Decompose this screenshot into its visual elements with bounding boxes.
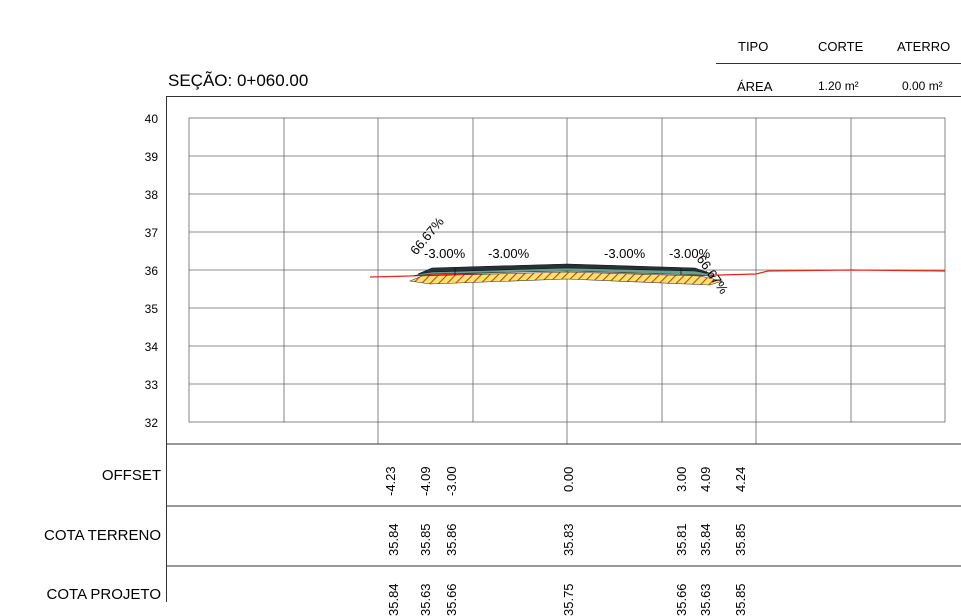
y-tick-40: 40 <box>144 112 158 126</box>
terreno-value: 35.85 <box>733 523 748 556</box>
terreno-value: 35.81 <box>674 523 689 556</box>
y-tick-34: 34 <box>144 340 158 354</box>
y-tick-32: 32 <box>144 416 158 430</box>
y-tick-36: 36 <box>144 264 158 278</box>
offset-value: 0.00 <box>561 466 576 492</box>
subbase-layer <box>408 271 724 286</box>
header-tipo: TIPO <box>738 39 769 54</box>
row-label-offset: OFFSET <box>101 467 161 484</box>
header-aterro-value: 0.00 m² <box>902 79 943 93</box>
offset-value: -4.23 <box>383 466 398 496</box>
terreno-value: 35.84 <box>386 523 401 556</box>
y-tick-35: 35 <box>144 302 158 316</box>
pavement-layer <box>417 263 713 275</box>
header-area-label: ÁREA <box>737 79 773 94</box>
projeto-value: 35.63 <box>698 583 713 616</box>
slope-right-outer-a: -3.00% <box>669 246 711 261</box>
slope-left-outer-b: -3.00% <box>424 246 466 261</box>
offset-value: -3.00 <box>444 466 459 496</box>
offset-value: 4.09 <box>698 466 713 492</box>
slope-right-lane: -3.00% <box>604 246 646 261</box>
header-aterro: ATERRO <box>897 39 951 54</box>
projeto-value: 35.75 <box>561 583 576 616</box>
terreno-value: 35.86 <box>444 523 459 556</box>
terreno-value: 35.84 <box>698 523 713 556</box>
section-plot <box>166 117 961 567</box>
projeto-value: 35.84 <box>386 583 401 616</box>
y-tick-38: 38 <box>144 188 158 202</box>
projeto-value: 35.66 <box>674 583 689 616</box>
header-corte: CORTE <box>818 39 864 54</box>
offset-value: 4.24 <box>733 466 748 492</box>
offset-value: -4.09 <box>418 466 433 496</box>
plot-grid <box>188 117 946 444</box>
frame-top-line <box>166 96 961 97</box>
terreno-value: 35.83 <box>561 523 576 556</box>
y-tick-37: 37 <box>144 226 158 240</box>
slope-left-lane: -3.00% <box>488 246 530 261</box>
projeto-value: 35.63 <box>418 583 433 616</box>
projeto-value: 35.66 <box>444 583 459 616</box>
row-label-cota-projeto: COTA PROJETO <box>46 586 161 603</box>
section-title: SEÇÃO: 0+060.00 <box>168 71 309 90</box>
y-tick-39: 39 <box>144 150 158 164</box>
header-divider <box>716 63 961 64</box>
offset-value: 3.00 <box>674 466 689 492</box>
projeto-value: 35.85 <box>733 583 748 616</box>
header-corte-value: 1.20 m² <box>818 79 859 93</box>
row-label-cota-terreno: COTA TERRENO <box>44 527 161 544</box>
y-tick-33: 33 <box>144 378 158 392</box>
frame-left-line <box>166 96 167 602</box>
terreno-value: 35.85 <box>418 523 433 556</box>
